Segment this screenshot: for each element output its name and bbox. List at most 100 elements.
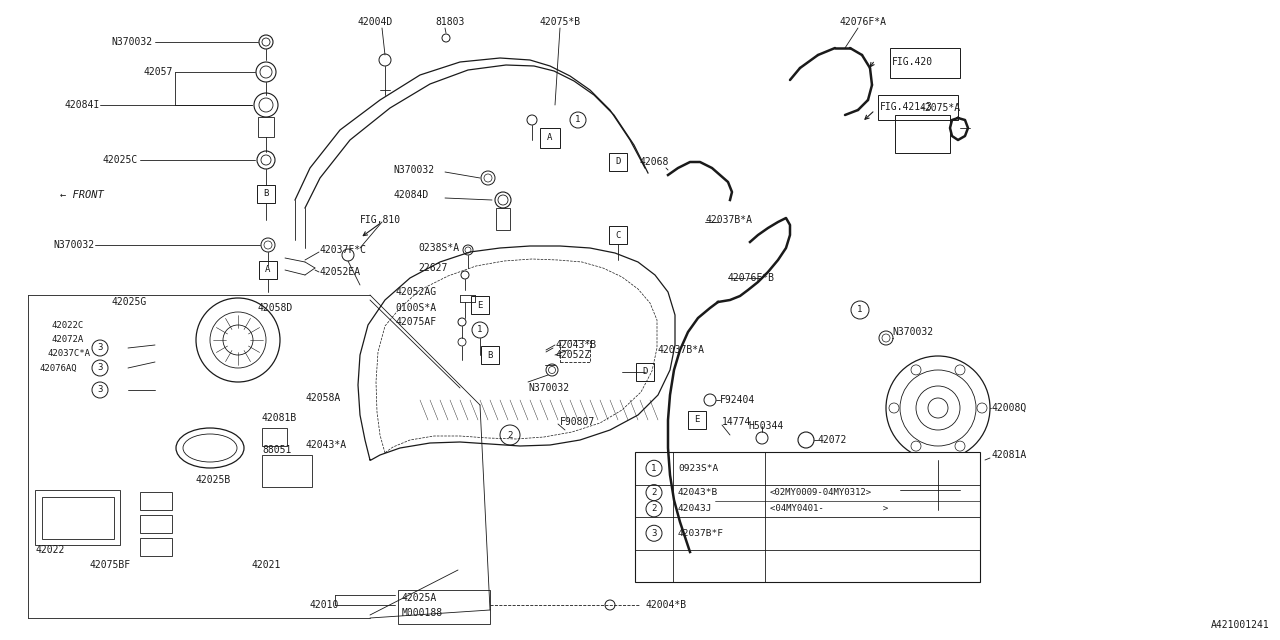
Text: 42025B: 42025B (195, 475, 230, 485)
Text: 42022C: 42022C (52, 321, 84, 330)
Text: 42072: 42072 (818, 435, 847, 445)
Text: 42004D: 42004D (358, 17, 393, 27)
Text: 2: 2 (507, 431, 513, 440)
Text: 14774: 14774 (722, 417, 751, 427)
Text: 42004*B: 42004*B (645, 600, 686, 610)
Text: 42037B*A: 42037B*A (658, 345, 705, 355)
Circle shape (570, 112, 586, 128)
Text: N370032: N370032 (529, 383, 570, 393)
Text: 22627: 22627 (419, 263, 448, 273)
Circle shape (500, 425, 520, 445)
Text: H50344: H50344 (748, 421, 783, 431)
Bar (140, 492, 172, 510)
FancyBboxPatch shape (609, 226, 627, 244)
FancyBboxPatch shape (609, 153, 627, 171)
Text: 42043*A: 42043*A (305, 440, 346, 450)
FancyBboxPatch shape (259, 261, 276, 279)
Text: N370032: N370032 (393, 165, 434, 175)
Text: B: B (488, 351, 493, 360)
Bar (259, 117, 274, 137)
Text: 3: 3 (97, 385, 102, 394)
Text: 42052EA: 42052EA (320, 267, 361, 277)
Text: 42081A: 42081A (992, 450, 1028, 460)
Text: FIG.421-3: FIG.421-3 (881, 102, 933, 112)
Text: 42043*B: 42043*B (556, 340, 596, 350)
Text: 3: 3 (652, 529, 657, 538)
Text: 42075*A: 42075*A (920, 103, 961, 113)
Text: 1: 1 (858, 305, 863, 314)
Text: 2: 2 (652, 504, 657, 513)
Text: 42081B: 42081B (262, 413, 297, 423)
Text: 42052AG: 42052AG (396, 287, 436, 297)
Circle shape (472, 322, 488, 338)
Text: 42068: 42068 (640, 157, 669, 167)
Bar (140, 538, 172, 556)
Text: 42058D: 42058D (259, 303, 293, 313)
Bar (635, 452, 980, 582)
Text: 42022: 42022 (35, 545, 64, 555)
Text: ← FRONT: ← FRONT (60, 190, 104, 200)
Text: 1: 1 (477, 326, 483, 335)
Text: 1: 1 (575, 115, 581, 125)
Bar (890, 48, 960, 78)
Circle shape (92, 382, 108, 398)
FancyBboxPatch shape (481, 346, 499, 364)
Text: 2: 2 (652, 488, 657, 497)
Text: M000188: M000188 (402, 608, 443, 618)
Circle shape (92, 360, 108, 376)
Bar (42, 497, 114, 539)
Text: 42025G: 42025G (113, 297, 147, 307)
Text: 42075AF: 42075AF (396, 317, 436, 327)
Text: <04MY0401-           >: <04MY0401- > (771, 504, 888, 513)
Text: FIG.810: FIG.810 (360, 215, 401, 225)
Text: 42037F*C: 42037F*C (320, 245, 367, 255)
Text: D: D (643, 367, 648, 376)
FancyBboxPatch shape (689, 411, 707, 429)
Text: 42052Z: 42052Z (556, 350, 590, 360)
Text: N370032: N370032 (54, 240, 95, 250)
Text: 88051: 88051 (262, 445, 292, 455)
Text: 42084D: 42084D (393, 190, 429, 200)
Bar (398, 590, 490, 624)
Text: 42076F*A: 42076F*A (840, 17, 887, 27)
Circle shape (646, 525, 662, 541)
Text: A: A (265, 266, 270, 275)
FancyBboxPatch shape (636, 363, 654, 381)
Bar (262, 455, 312, 487)
Text: E: E (694, 415, 700, 424)
Text: 42057: 42057 (143, 67, 173, 77)
Text: 42084I: 42084I (65, 100, 100, 110)
Text: 42037B*A: 42037B*A (705, 215, 753, 225)
Text: 42008Q: 42008Q (992, 403, 1028, 413)
Text: 3: 3 (97, 364, 102, 372)
Circle shape (851, 301, 869, 319)
Text: 42043*B: 42043*B (678, 488, 718, 497)
Bar (878, 95, 957, 120)
Text: 42010: 42010 (310, 600, 339, 610)
Text: E: E (477, 301, 483, 310)
Text: A421001241: A421001241 (1211, 620, 1270, 630)
Text: N370032: N370032 (111, 37, 154, 47)
Text: F92404: F92404 (719, 395, 755, 405)
FancyBboxPatch shape (471, 296, 489, 314)
Circle shape (646, 501, 662, 517)
Circle shape (646, 484, 662, 500)
Text: 0238S*A: 0238S*A (419, 243, 460, 253)
Circle shape (92, 340, 108, 356)
Text: B: B (264, 189, 269, 198)
Bar (497, 208, 509, 230)
Text: 42025A: 42025A (402, 593, 438, 603)
Circle shape (646, 460, 662, 476)
Bar (140, 515, 172, 533)
Text: 42075*B: 42075*B (540, 17, 581, 27)
Bar (895, 115, 950, 153)
Bar (262, 428, 287, 446)
Text: A: A (548, 134, 553, 143)
Text: 42021: 42021 (252, 560, 282, 570)
Text: 42072A: 42072A (52, 335, 84, 344)
FancyBboxPatch shape (540, 128, 561, 148)
Text: 42043J: 42043J (678, 504, 713, 513)
Text: N370032: N370032 (892, 327, 933, 337)
Text: 42075BF: 42075BF (90, 560, 131, 570)
Text: 42025C: 42025C (102, 155, 138, 165)
